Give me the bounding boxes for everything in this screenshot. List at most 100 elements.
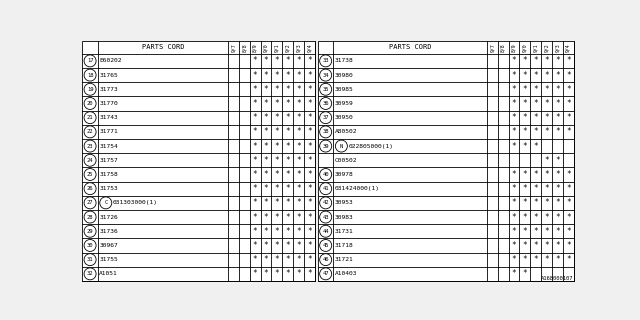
Text: 22: 22	[87, 129, 93, 134]
Text: *: *	[253, 113, 257, 122]
Text: *: *	[264, 212, 268, 221]
Circle shape	[84, 55, 96, 67]
Text: 9/3: 9/3	[555, 43, 560, 52]
Text: *: *	[544, 212, 549, 221]
Circle shape	[319, 268, 332, 280]
Text: *: *	[296, 227, 301, 236]
Text: *: *	[533, 99, 538, 108]
Text: *: *	[264, 184, 268, 193]
Text: 031303000(1): 031303000(1)	[113, 200, 158, 205]
Text: 31770: 31770	[99, 101, 118, 106]
Text: *: *	[285, 184, 290, 193]
Text: *: *	[512, 99, 516, 108]
Text: *: *	[275, 184, 279, 193]
Circle shape	[84, 239, 96, 252]
Text: 30983: 30983	[335, 215, 354, 220]
Text: *: *	[512, 71, 516, 80]
Text: *: *	[512, 255, 516, 264]
Text: *: *	[533, 241, 538, 250]
Text: 31765: 31765	[99, 73, 118, 77]
Bar	[318, 41, 573, 281]
Text: 9/7: 9/7	[231, 43, 236, 52]
Text: *: *	[296, 241, 301, 250]
Text: *: *	[296, 212, 301, 221]
Text: *: *	[566, 99, 571, 108]
Circle shape	[84, 183, 96, 195]
Text: *: *	[264, 85, 268, 94]
Text: 38: 38	[323, 129, 329, 134]
Text: *: *	[253, 227, 257, 236]
Text: *: *	[253, 127, 257, 136]
Text: E60202: E60202	[99, 58, 122, 63]
Text: *: *	[264, 198, 268, 207]
Text: *: *	[522, 113, 527, 122]
Text: 26: 26	[87, 186, 93, 191]
Text: *: *	[533, 56, 538, 65]
Text: *: *	[307, 85, 312, 94]
Circle shape	[84, 69, 96, 81]
Text: *: *	[512, 113, 516, 122]
Text: *: *	[512, 184, 516, 193]
Text: 30967: 30967	[99, 243, 118, 248]
Text: *: *	[296, 99, 301, 108]
Text: *: *	[253, 241, 257, 250]
Text: *: *	[555, 71, 560, 80]
Text: *: *	[296, 56, 301, 65]
Circle shape	[319, 254, 332, 266]
Text: *: *	[512, 127, 516, 136]
Text: 9/1: 9/1	[533, 43, 538, 52]
Text: *: *	[285, 255, 290, 264]
Text: *: *	[307, 56, 312, 65]
Text: 31773: 31773	[99, 87, 118, 92]
Text: 18: 18	[87, 73, 93, 77]
Text: *: *	[307, 113, 312, 122]
Text: *: *	[533, 198, 538, 207]
Circle shape	[319, 169, 332, 180]
Text: *: *	[544, 85, 549, 94]
Text: *: *	[512, 141, 516, 151]
Text: *: *	[533, 227, 538, 236]
Text: *: *	[555, 85, 560, 94]
Text: *: *	[566, 127, 571, 136]
Text: *: *	[253, 71, 257, 80]
Text: 44: 44	[323, 229, 329, 234]
Text: *: *	[307, 170, 312, 179]
Text: *: *	[264, 241, 268, 250]
Text: *: *	[522, 212, 527, 221]
Circle shape	[319, 126, 332, 138]
Text: *: *	[522, 141, 527, 151]
Text: 31718: 31718	[335, 243, 354, 248]
Text: A10403: A10403	[335, 271, 358, 276]
Text: *: *	[555, 184, 560, 193]
Text: *: *	[533, 212, 538, 221]
Text: 9/3: 9/3	[296, 43, 301, 52]
Text: *: *	[522, 184, 527, 193]
Text: *: *	[566, 56, 571, 65]
Text: *: *	[555, 113, 560, 122]
Text: *: *	[566, 170, 571, 179]
Circle shape	[84, 83, 96, 95]
Text: *: *	[275, 212, 279, 221]
Text: *: *	[285, 141, 290, 151]
Text: 39: 39	[323, 144, 329, 148]
Text: *: *	[307, 212, 312, 221]
Text: *: *	[512, 170, 516, 179]
Circle shape	[84, 197, 96, 209]
Text: 9/0: 9/0	[264, 43, 269, 52]
Text: 31757: 31757	[99, 158, 118, 163]
Text: *: *	[285, 56, 290, 65]
Text: 30959: 30959	[335, 101, 354, 106]
Text: 24: 24	[87, 158, 93, 163]
Circle shape	[319, 183, 332, 195]
Circle shape	[319, 55, 332, 67]
Text: *: *	[555, 212, 560, 221]
Text: *: *	[307, 198, 312, 207]
Text: 31753: 31753	[99, 186, 118, 191]
Text: *: *	[296, 71, 301, 80]
Text: 9/4: 9/4	[566, 43, 571, 52]
Text: *: *	[544, 71, 549, 80]
Bar	[83, 41, 315, 281]
Circle shape	[319, 83, 332, 95]
Text: *: *	[544, 56, 549, 65]
Text: *: *	[296, 255, 301, 264]
